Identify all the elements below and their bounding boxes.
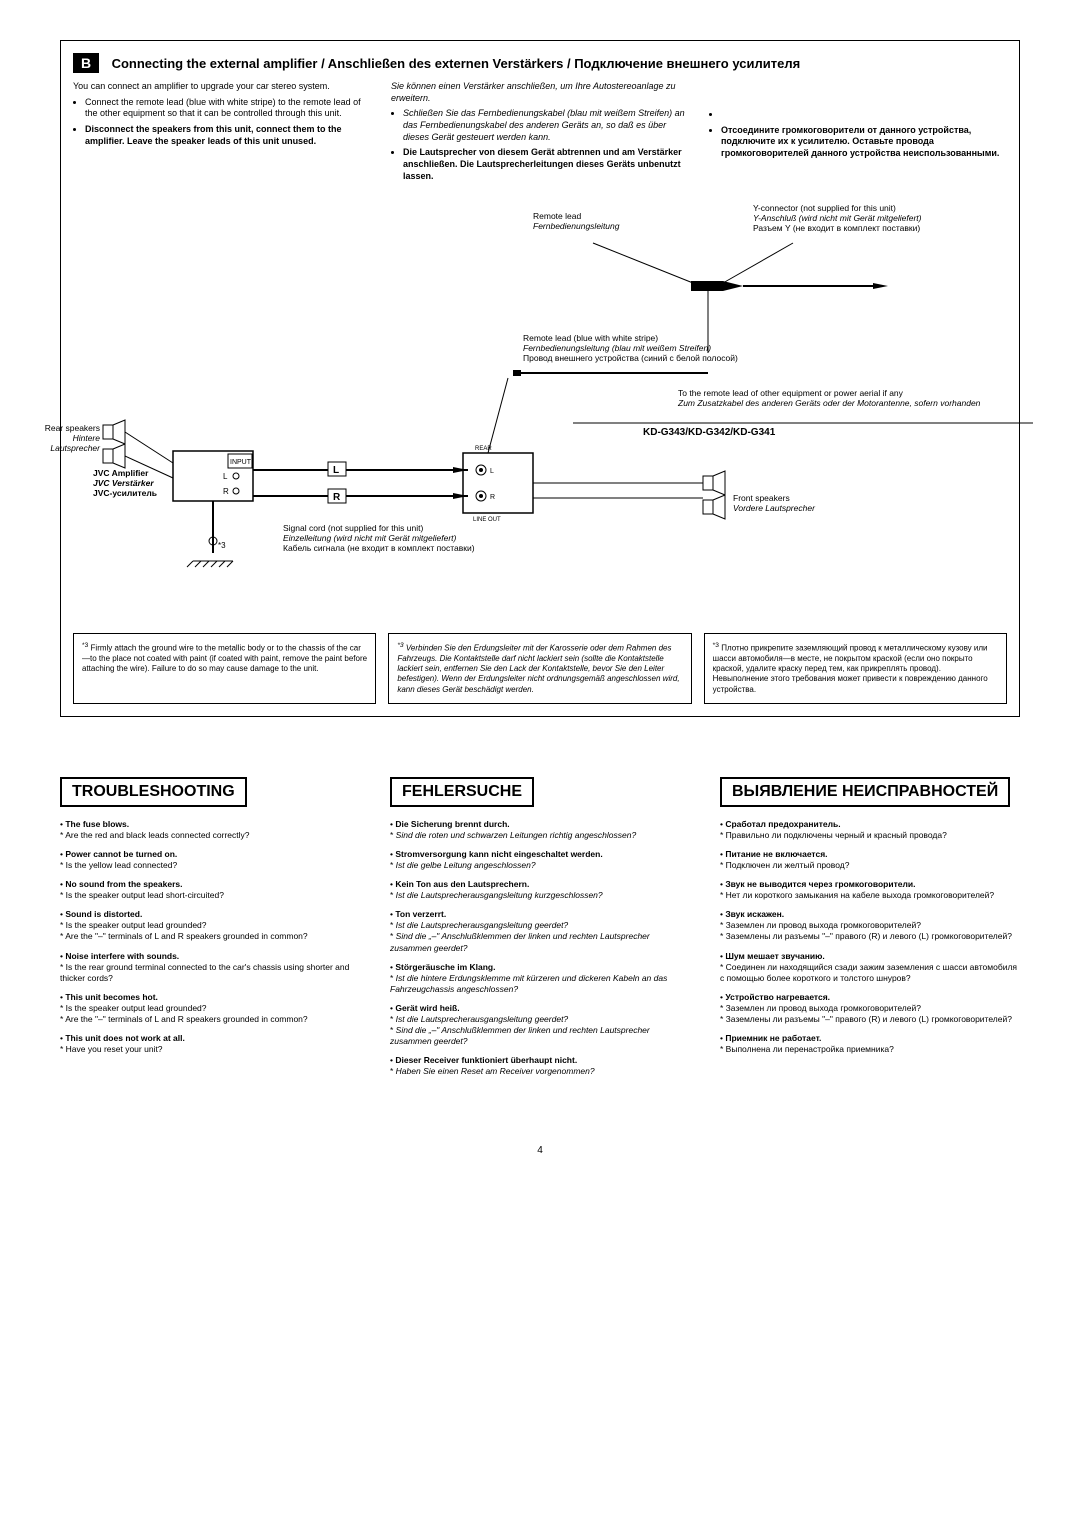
- page-number: 4: [60, 1145, 1020, 1156]
- ts-de: FEHLERSUCHE • Die Sicherung brennt durch…: [390, 777, 690, 1085]
- ru-li2: Отсоедините громкоговорители от данного …: [721, 125, 1007, 160]
- de-li1: Schließen Sie das Fernbedienungskabel (b…: [403, 108, 689, 143]
- ts-de-title: FEHLERSUCHE: [390, 777, 534, 807]
- section-header: B Connecting the external amplifier / An…: [73, 53, 1007, 73]
- col-en: You can connect an amplifier to upgrade …: [73, 81, 371, 183]
- en-intro: You can connect an amplifier to upgrade …: [73, 81, 330, 91]
- ts-ru: ВЫЯВЛЕНИЕ НЕИСПРАВНОСТЕЙ • Сработал пред…: [720, 777, 1020, 1085]
- ts-en-title: TROUBLESHOOTING: [60, 777, 247, 807]
- yconn-label: Y-connector (not supplied for this unit)…: [753, 203, 921, 234]
- model-number: KD-G343/KD-G342/KD-G341: [643, 427, 775, 438]
- wiring-diagram: L R REAR LINE OUT L R INPUT L R: [73, 203, 1007, 623]
- svg-text:R: R: [223, 487, 229, 496]
- lineout-label: LINE OUT: [473, 517, 501, 523]
- amp-label: JVC Amplifier JVC Verstärker JVC-усилите…: [93, 468, 157, 499]
- rear-speakers: Rear speakers Hintere Lautsprecher: [28, 423, 100, 454]
- ts-item: • Stromversorgung kann nicht eingeschalt…: [390, 849, 690, 871]
- ts-item: • Dieser Receiver funktioniert überhaupt…: [390, 1055, 690, 1077]
- en-li1: Connect the remote lead (blue with white…: [85, 97, 371, 120]
- ts-item: • Sound is distorted.* Is the speaker ou…: [60, 909, 360, 942]
- troubleshoot-section: TROUBLESHOOTING • The fuse blows.* Are t…: [60, 777, 1020, 1085]
- ts-item: • Ton verzerrt.* Ist die Lautsprecheraus…: [390, 909, 690, 953]
- ts-item: • Сработал предохранитель.* Правильно ли…: [720, 819, 1020, 841]
- svg-text:*3: *3: [218, 541, 226, 550]
- section-b-container: B Connecting the external amplifier / An…: [60, 40, 1020, 717]
- footnotes-row: *3 Firmly attach the ground wire to the …: [73, 633, 1007, 705]
- svg-text:R: R: [490, 494, 495, 501]
- ts-ru-title: ВЫЯВЛЕНИЕ НЕИСПРАВНОСТЕЙ: [720, 777, 1010, 807]
- ts-item: • This unit does not work at all.* Have …: [60, 1033, 360, 1055]
- ts-item: • No sound from the speakers.* Is the sp…: [60, 879, 360, 901]
- front-sp-label: Front speakers Vordere Lautsprecher: [733, 493, 815, 513]
- ts-item: • Power cannot be turned on.* Is the yel…: [60, 849, 360, 871]
- footnote-ru: *3 Плотно прикрепите заземляющий провод …: [704, 633, 1007, 705]
- svg-text:L: L: [333, 465, 339, 476]
- ts-item: • Gerät wird heiß.* Ist die Lautsprecher…: [390, 1003, 690, 1047]
- footnote-de: *3 Verbinden Sie den Erdungsleiter mit d…: [388, 633, 691, 705]
- footnote-en: *3 Firmly attach the ground wire to the …: [73, 633, 376, 705]
- col-ru: Отсоедините громкоговорители от данного …: [709, 81, 1007, 183]
- intro-columns: You can connect an amplifier to upgrade …: [73, 81, 1007, 183]
- ts-item: • The fuse blows.* Are the red and black…: [60, 819, 360, 841]
- to-remote-label: To the remote lead of other equipment or…: [678, 388, 980, 408]
- remote-lead-label: Remote lead Fernbedienungsleitung: [533, 211, 619, 231]
- ts-item: • Störgeräusche im Klang.* Ist die hinte…: [390, 962, 690, 995]
- ts-en: TROUBLESHOOTING • The fuse blows.* Are t…: [60, 777, 360, 1085]
- ts-item: • Die Sicherung brennt durch.* Sind die …: [390, 819, 690, 841]
- de-intro: Sie können einen Verstärker anschließen,…: [391, 81, 676, 103]
- signal-label: Signal cord (not supplied for this unit)…: [283, 523, 475, 554]
- ts-item: • Звук искажен.* Заземлен ли провод выхо…: [720, 909, 1020, 942]
- de-li2: Die Lautsprecher von diesem Gerät abtren…: [403, 147, 689, 182]
- svg-text:INPUT: INPUT: [230, 459, 252, 466]
- ts-item: • Шум мешает звучанию.* Соединен ли нахо…: [720, 951, 1020, 984]
- ts-item: • Kein Ton aus den Lautsprechern.* Ist d…: [390, 879, 690, 901]
- diagram-svg: L R REAR LINE OUT L R INPUT L R: [73, 203, 1033, 623]
- section-title: Connecting the external amplifier / Ansc…: [112, 56, 801, 71]
- svg-text:L: L: [223, 472, 228, 481]
- svg-text:R: R: [333, 492, 341, 503]
- svg-text:L: L: [490, 468, 494, 475]
- col-de: Sie können einen Verstärker anschließen,…: [391, 81, 689, 183]
- ts-item: • Устройство нагревается.* Заземлен ли п…: [720, 992, 1020, 1025]
- ts-item: • This unit becomes hot.* Is the speaker…: [60, 992, 360, 1025]
- en-li2: Disconnect the speakers from this unit, …: [85, 124, 371, 147]
- remote-blue-label: Remote lead (blue with white stripe) Fer…: [523, 333, 738, 364]
- section-letter: B: [73, 53, 99, 73]
- ts-item: • Питание не включается.* Подключен ли ж…: [720, 849, 1020, 871]
- ts-item: • Noise interfere with sounds.* Is the r…: [60, 951, 360, 984]
- ts-item: • Звук не выводится через громкоговорите…: [720, 879, 1020, 901]
- ts-item: • Приемник не работает.* Выполнена ли пе…: [720, 1033, 1020, 1055]
